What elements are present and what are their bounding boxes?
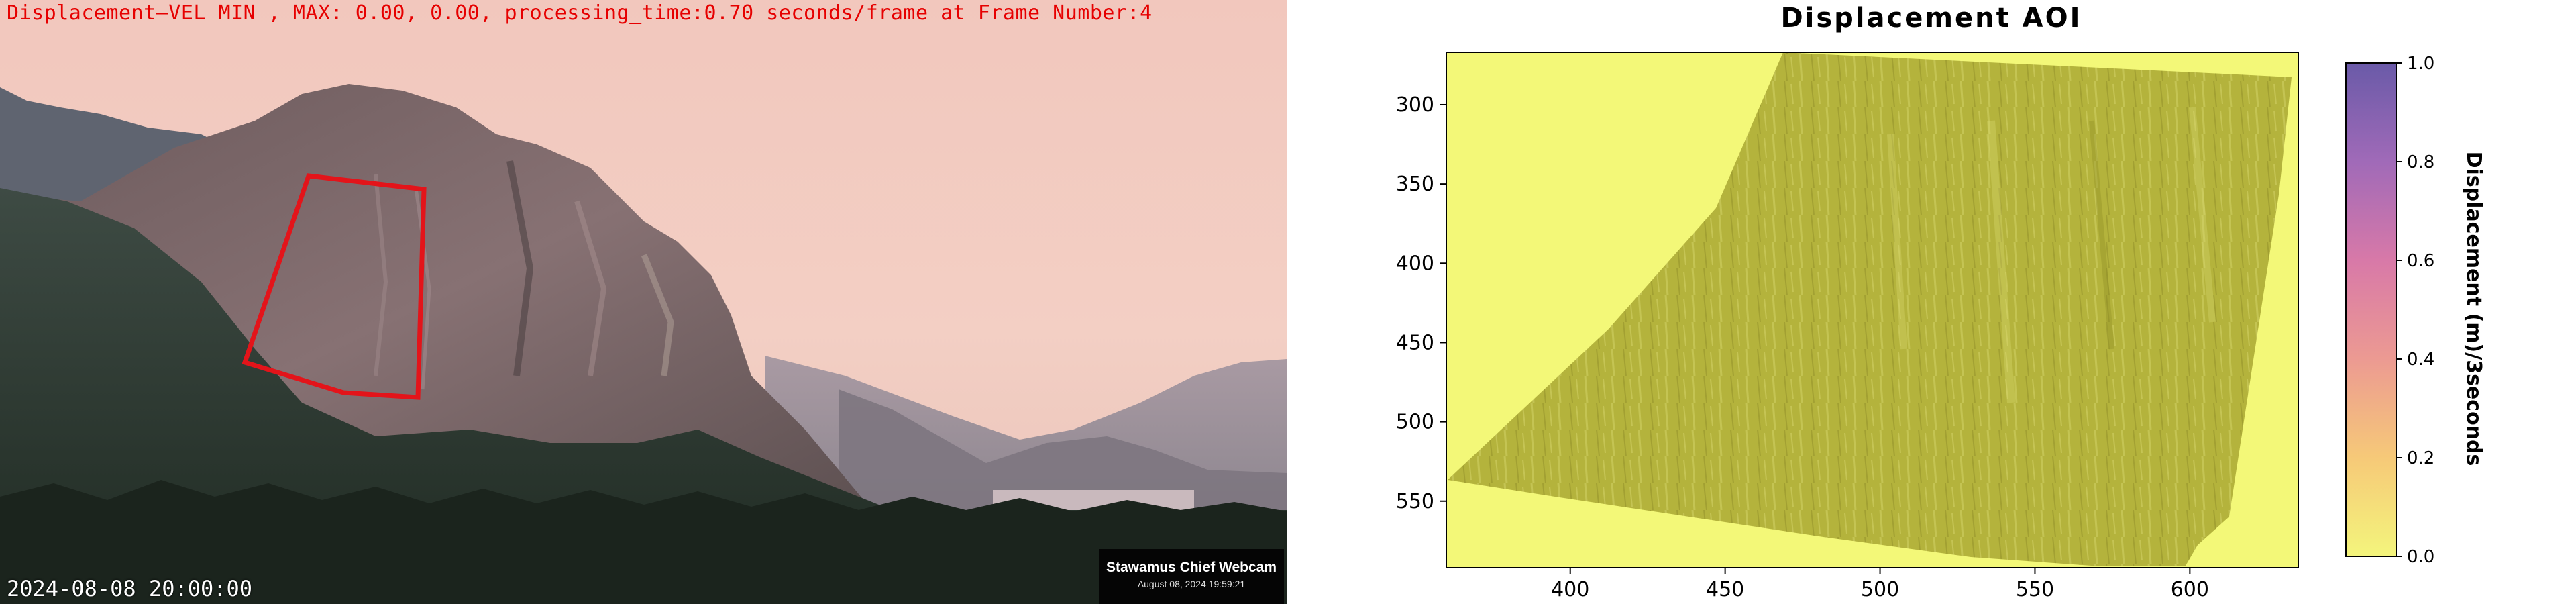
mid-mountains bbox=[839, 389, 1287, 510]
plot-frame bbox=[1446, 52, 2299, 568]
aoi-outline bbox=[241, 173, 427, 400]
y-tick-label: 450 bbox=[1396, 331, 1434, 354]
colorbar-tick-label: 0.4 bbox=[2407, 350, 2434, 370]
webcam-badge-date: August 08, 2024 19:59:21 bbox=[1137, 578, 1246, 589]
displacement-surface bbox=[1448, 52, 2292, 566]
plot-title: Displacement AOI bbox=[1780, 3, 2082, 34]
webcam-frame: Displacement—VEL MIN , MAX: 0.00, 0.00, … bbox=[0, 0, 1287, 604]
webcam-image bbox=[0, 0, 1287, 604]
colorbar-tick-label: 0.0 bbox=[2407, 547, 2434, 567]
y-tick-label: 350 bbox=[1396, 172, 1434, 196]
colorbar bbox=[2345, 62, 2397, 557]
displacement-plot: Displacement AOI 400 450 50 bbox=[1287, 0, 2576, 604]
x-tick-label: 450 bbox=[1706, 578, 1744, 601]
y-tick-label: 550 bbox=[1396, 490, 1434, 513]
colorbar-tick-label: 0.6 bbox=[2407, 251, 2434, 271]
frame-timestamp: 2024-08-08 20:00:00 bbox=[7, 576, 253, 601]
treeline bbox=[0, 480, 1287, 604]
colorbar-tick-label: 0.2 bbox=[2407, 448, 2434, 468]
colorbar-label: Displacement (m)/3seconds bbox=[2462, 152, 2485, 466]
x-tick-label: 600 bbox=[2171, 578, 2209, 601]
colorbar-tick-label: 1.0 bbox=[2407, 54, 2434, 74]
x-tick-label: 550 bbox=[2016, 578, 2054, 601]
y-tick-label: 500 bbox=[1396, 411, 1434, 434]
y-tick-label: 300 bbox=[1396, 93, 1434, 117]
webcam-badge-title: Stawamus Chief Webcam bbox=[1106, 560, 1277, 575]
colorbar-tick-label: 0.8 bbox=[2407, 152, 2434, 172]
status-overlay-text: Displacement—VEL MIN , MAX: 0.00, 0.00, … bbox=[7, 1, 1152, 25]
colorbar-axis: 0.0 0.2 0.4 0.6 0.8 1.0 bbox=[2396, 54, 2434, 567]
webcam-badge: Stawamus Chief Webcam August 08, 2024 19… bbox=[1099, 549, 1284, 604]
x-tick-label: 400 bbox=[1551, 578, 1589, 601]
y-tick-label: 400 bbox=[1396, 252, 1434, 275]
x-tick-label: 500 bbox=[1861, 578, 1899, 601]
x-axis: 400 450 500 550 600 bbox=[1551, 568, 2209, 601]
y-axis: 300 350 400 450 500 550 bbox=[1396, 93, 1446, 513]
